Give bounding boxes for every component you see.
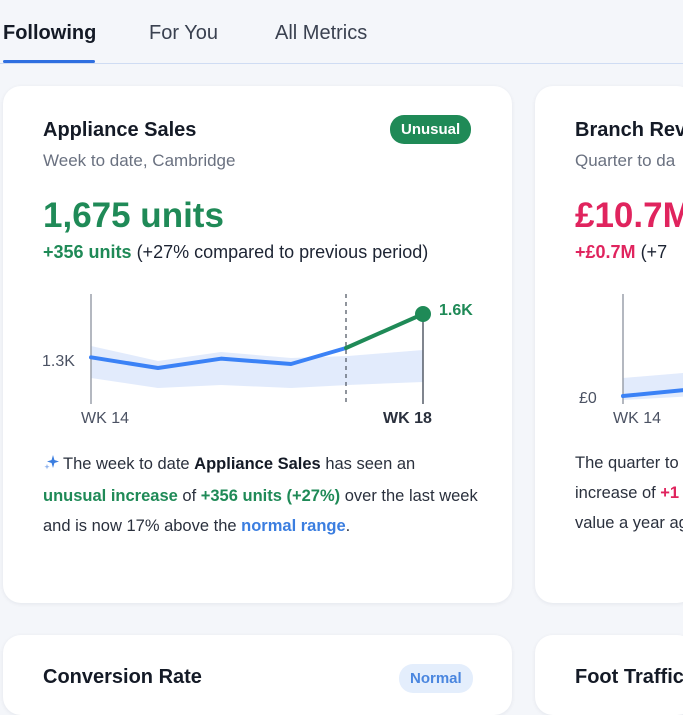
normal-range-link[interactable]: normal range	[241, 517, 346, 535]
change-text: (+27% compared to previous period)	[136, 242, 429, 262]
x-tick-label-start: WK 14	[613, 410, 662, 427]
insight-part: increase of	[575, 484, 661, 502]
insight-delta: +356 units (+27%)	[200, 487, 341, 505]
insight-unusual: unusual increase	[43, 487, 178, 505]
change-text: (+7	[640, 242, 668, 262]
y-tick-label: 1.3K	[42, 353, 75, 370]
active-tab-indicator	[3, 60, 95, 63]
sparkle-icon	[43, 451, 63, 481]
insight-line: value a year ag	[575, 514, 683, 532]
change-value: +356 units	[43, 242, 132, 262]
insight-delta: +1	[660, 484, 680, 502]
metric-card-foot-traffic[interactable]: Foot Traffic	[535, 635, 683, 715]
series-line-previous	[89, 346, 348, 370]
data-point-wk-18[interactable]	[415, 306, 431, 322]
insight-line: The quarter to	[575, 454, 679, 472]
branch-revenue-chart	[621, 294, 683, 404]
metric-value: £10.7M	[575, 196, 683, 235]
tab-bar: Following For You All Metrics	[0, 0, 683, 64]
series-line-current	[344, 312, 425, 350]
tab-following[interactable]: Following	[3, 22, 97, 44]
card-subtitle: Quarter to da	[575, 151, 676, 170]
insight-part: .	[345, 517, 351, 535]
card-title: Branch Rev	[575, 119, 683, 141]
insight-part: has seen an	[320, 455, 416, 473]
tab-divider	[0, 63, 683, 64]
card-subtitle: Week to date, Cambridge	[43, 151, 236, 170]
metric-card-conversion-rate[interactable]: Conversion Rate Normal	[3, 635, 512, 715]
status-badge: Unusual	[390, 115, 472, 144]
normal-range-band	[91, 346, 423, 388]
metric-card-branch-revenue[interactable]: Branch Rev Quarter to da £10.7M +£0.7M (…	[535, 86, 683, 603]
card-title: Conversion Rate	[43, 666, 202, 688]
insight-part: The week to date	[63, 455, 195, 473]
card-title: Foot Traffic	[575, 666, 683, 688]
appliance-sales-chart	[89, 294, 431, 404]
metric-change: +356 units (+27% compared to previous pe…	[43, 242, 428, 263]
x-tick-label-end: WK 18	[383, 410, 432, 427]
end-value-label: 1.6K	[439, 302, 473, 319]
insight-part: of	[177, 487, 201, 505]
metric-change: +£0.7M (+7	[575, 242, 667, 263]
card-title: Appliance Sales	[43, 119, 197, 141]
tab-all-metrics[interactable]: All Metrics	[275, 22, 368, 44]
insight-metric: Appliance Sales	[194, 455, 321, 473]
revenue-series-line	[621, 388, 683, 398]
change-value: +£0.7M	[575, 242, 636, 262]
insight-line: increase of +1	[575, 478, 683, 508]
metric-value: 1,675 units	[43, 196, 224, 235]
y-tick-label: £0	[579, 390, 597, 407]
status-badge: Normal	[399, 664, 473, 693]
x-tick-label-start: WK 14	[81, 410, 130, 427]
insight-part: over the last week and is now 17% above …	[43, 487, 478, 535]
insight-text: The quarter to increase of +1 value a year…	[575, 448, 683, 538]
insight-text: The week to date Appliance Sales has see…	[43, 449, 483, 541]
metric-card-appliance-sales[interactable]: Appliance Sales Unusual Week to date, Ca…	[3, 86, 512, 603]
tab-for-you[interactable]: For You	[149, 22, 218, 44]
